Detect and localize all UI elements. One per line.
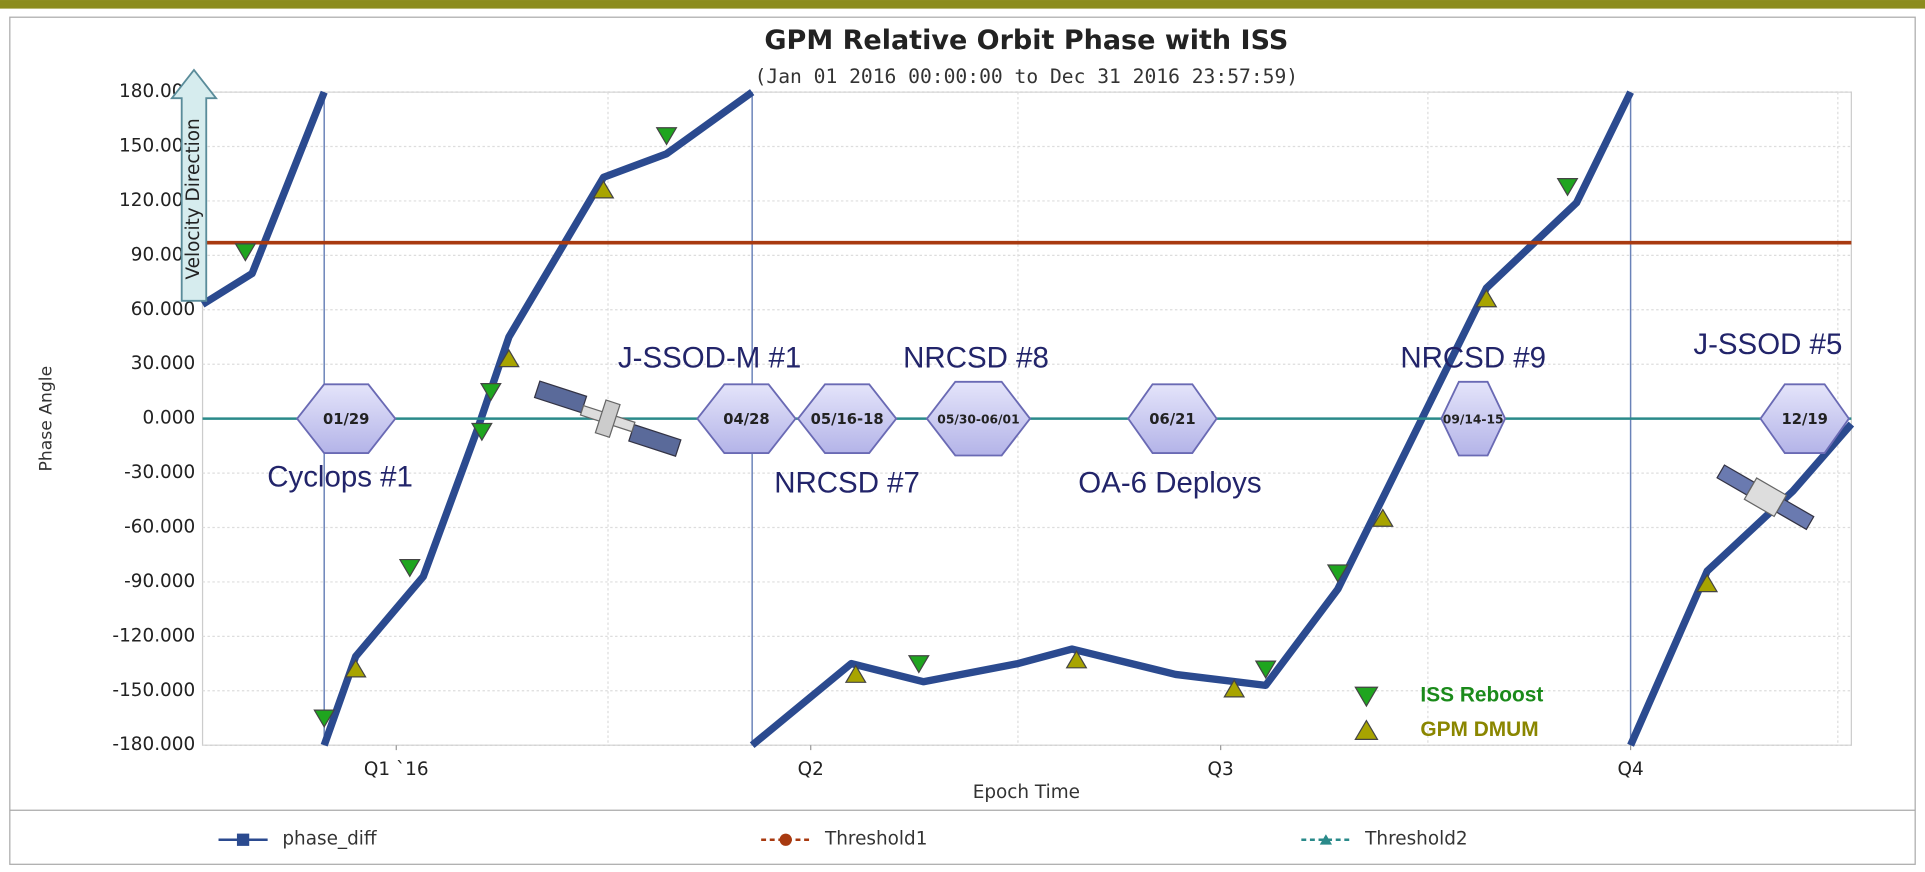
chart-title: GPM Relative Orbit Phase with ISS [764,25,1288,56]
x-tick-label: Q1 `16 [364,759,429,780]
y-tick-label: 30.000 [131,353,195,374]
y-tick-label: 60.000 [131,299,195,320]
chart-subtitle: (Jan 01 2016 00:00:00 to Dec 31 2016 23:… [755,65,1299,88]
annotation: NRCSD #7 [774,467,920,500]
y-tick-label: -120.000 [112,625,195,646]
page: {"chart_data": { "type": "line", "title"… [0,0,1925,868]
event-label: 09/14-15 [1443,412,1504,426]
event-label: 04/28 [723,411,769,428]
annotation: J-SSOD #5 [1693,328,1842,361]
event-label: 05/30-06/01 [937,412,1019,426]
legend-symbol [237,834,249,846]
event-label: 01/29 [323,411,369,428]
annotation: NRCSD #8 [903,342,1049,375]
y-tick-label: -30.000 [124,462,195,483]
inset-legend-label: ISS Reboost [1420,684,1543,707]
x-axis-label: Epoch Time [973,782,1080,803]
y-tick-label: -90.000 [124,571,195,592]
annotation: OA-6 Deploys [1078,467,1261,500]
annotation: J-SSOD-M #1 [618,342,801,375]
y-tick-label: -150.000 [112,680,195,701]
legend-label: Threshold2 [1364,829,1467,850]
legend-label: Threshold1 [824,829,927,850]
top-bar [0,0,1925,9]
legend-symbol [780,834,792,846]
event-label: 05/16-18 [811,411,884,428]
annotation: NRCSD #9 [1400,342,1546,375]
event-label: 12/19 [1782,411,1828,428]
y-tick-label: 0.000 [142,408,195,429]
inset-legend-label: GPM DMUM [1420,718,1538,741]
y-tick-label: -60.000 [124,517,195,538]
y-tick-label: -180.000 [112,734,195,755]
y-axis-label: Phase Angle [37,366,57,472]
x-tick-label: Q2 [798,759,824,780]
annotation: Cyclops #1 [267,461,413,494]
velocity-label: Velocity Direction [183,118,204,279]
chart: GPM Relative Orbit Phase with ISS (Jan 0… [0,0,1925,868]
legend-label: phase_diff [282,829,378,850]
x-tick-label: Q3 [1208,759,1234,780]
event-label: 06/21 [1149,411,1195,428]
x-tick-label: Q4 [1618,759,1644,780]
